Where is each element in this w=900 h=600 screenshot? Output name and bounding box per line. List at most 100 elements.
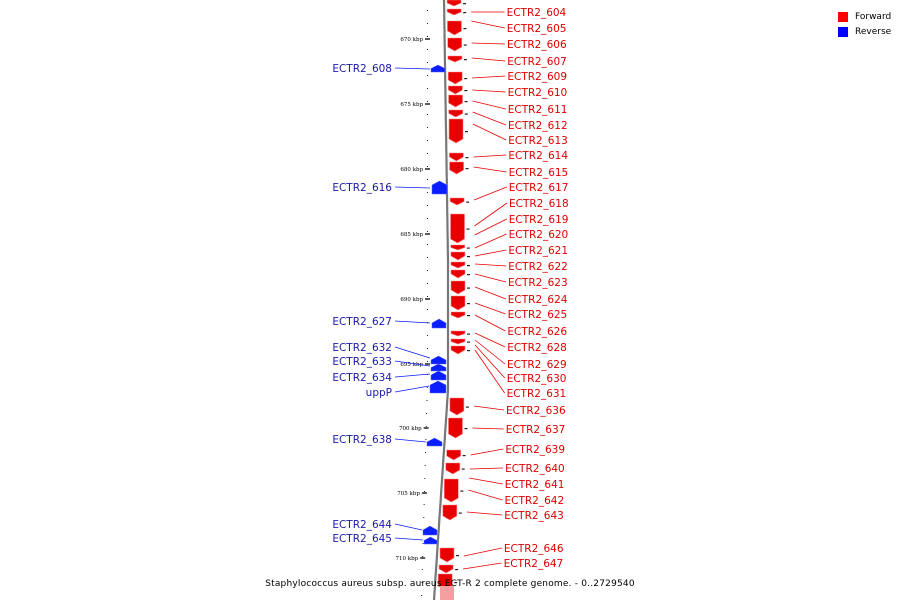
forward-gene-label: ECTR2_646	[504, 543, 564, 555]
gene-marker	[464, 113, 468, 115]
reverse-gene-label: ECTR2_645	[332, 533, 392, 545]
forward-gene-label: ECTR2_617	[509, 182, 569, 194]
gene-marker	[466, 247, 470, 249]
ruler-dot	[426, 387, 428, 388]
ruler-tick-label: 685 kbp	[400, 232, 423, 238]
forward-leader-line	[474, 302, 506, 315]
ruler-dot	[427, 36, 428, 37]
forward-gene-label: ECTR2_629	[507, 359, 567, 371]
ruler-dot	[427, 114, 428, 115]
ruler-dot	[423, 491, 425, 492]
forward-leader-line	[471, 57, 506, 62]
ruler-dot	[422, 556, 424, 557]
forward-gene-label: ECTR2_610	[508, 87, 568, 99]
forward-gene-arrow	[450, 269, 466, 279]
ruler-dot	[427, 10, 428, 11]
forward-leader-line	[474, 332, 506, 348]
ruler-dot	[427, 309, 428, 310]
ruler-dot	[427, 75, 428, 76]
gene-marker	[464, 428, 468, 430]
forward-gene-label: ECTR2_624	[508, 294, 568, 306]
ruler-tick-label: 700 kbp	[399, 426, 422, 432]
ruler-dot	[427, 283, 428, 284]
forward-leader-line	[473, 405, 505, 411]
forward-gene-label: ECTR2_640	[505, 463, 565, 475]
reverse-gene-label: ECTR2_616	[332, 182, 392, 194]
ruler-dot	[427, 270, 428, 271]
reverse-leader-line	[394, 360, 431, 367]
forward-gene-label: ECTR2_630	[507, 373, 567, 385]
gene-marker	[463, 44, 467, 46]
forward-gene-label: ECTR2_614	[508, 150, 568, 162]
forward-leader-line	[474, 202, 508, 227]
gene-marker	[467, 341, 470, 343]
gene-marker	[460, 490, 464, 492]
ruler-dot	[427, 179, 428, 180]
gene-marker	[465, 157, 469, 159]
ruler-tick-label: 675 kbp	[400, 102, 423, 108]
legend-label-reverse: Reverse	[855, 26, 892, 37]
forward-gene-label: ECTR2_631	[507, 388, 567, 400]
ruler-dot	[427, 88, 428, 89]
reverse-leader-line	[394, 186, 431, 189]
forward-leader-line	[474, 263, 507, 267]
forward-gene-arrow	[442, 504, 458, 521]
gene-marker	[464, 90, 468, 92]
reverse-leader-line	[394, 67, 431, 70]
legend-swatch-forward	[838, 11, 848, 22]
ruler-dot	[427, 244, 428, 245]
forward-gene-label: ECTR2_639	[505, 444, 565, 456]
forward-gene-label: ECTR2_641	[505, 479, 565, 491]
reverse-gene-arrow	[423, 536, 438, 545]
ruler-dot	[427, 101, 428, 102]
ruler-dot	[423, 504, 425, 505]
forward-gene-label: ECTR2_625	[508, 309, 568, 321]
forward-leader-line	[472, 100, 506, 110]
forward-gene-label: ECTR2_628	[507, 342, 567, 354]
forward-gene-arrow	[439, 547, 455, 563]
forward-leader-line	[472, 123, 507, 141]
forward-leader-line	[474, 286, 506, 300]
gene-marker	[467, 350, 470, 352]
ruler-dot	[427, 153, 428, 154]
ruler-dot	[427, 23, 428, 24]
forward-gene-label: ECTR2_613	[508, 135, 568, 147]
forward-gene-arrow	[450, 244, 466, 251]
ruler-dot	[427, 218, 428, 219]
gene-marker	[464, 78, 468, 80]
reverse-leader-line	[394, 346, 431, 359]
forward-gene-label: ECTR2_637	[506, 424, 566, 436]
forward-gene-label: ECTR2_643	[504, 510, 564, 522]
forward-leader-line	[472, 111, 507, 126]
forward-gene-label: ECTR2_611	[508, 104, 568, 116]
reverse-gene-label: ECTR2_627	[332, 316, 392, 328]
forward-gene-label: ECTR2_622	[508, 261, 568, 273]
forward-gene-arrow	[438, 564, 454, 574]
forward-gene-arrow	[450, 311, 466, 319]
forward-gene-arrow	[450, 295, 466, 311]
ruler-dot	[425, 426, 427, 427]
forward-gene-label: ECTR2_647	[504, 558, 564, 570]
reverse-leader-line	[394, 373, 431, 378]
forward-gene-arrow	[450, 261, 466, 269]
forward-gene-label: ECTR2_607	[507, 56, 567, 68]
gene-marker	[463, 3, 467, 5]
genome-caption: Staphylococcus aureus subsp. aureus ECT-…	[265, 579, 635, 589]
forward-gene-arrow	[448, 118, 464, 144]
gene-marker	[466, 228, 470, 230]
forward-leader-line	[474, 344, 506, 379]
gene-marker	[467, 265, 470, 267]
forward-leader-line	[471, 42, 506, 45]
ruler-dot	[427, 140, 428, 141]
forward-gene-arrow	[449, 197, 465, 206]
forward-gene-label: ECTR2_636	[506, 405, 566, 417]
gene-marker	[467, 303, 470, 305]
reverse-gene-label: uppP	[366, 387, 392, 399]
gene-layer	[422, 0, 470, 600]
gene-marker	[462, 455, 466, 457]
genome-backbone	[432, 0, 450, 600]
forward-gene-label: ECTR2_605	[507, 23, 567, 35]
reverse-leader-line	[394, 320, 431, 324]
forward-gene-arrow	[450, 251, 466, 261]
